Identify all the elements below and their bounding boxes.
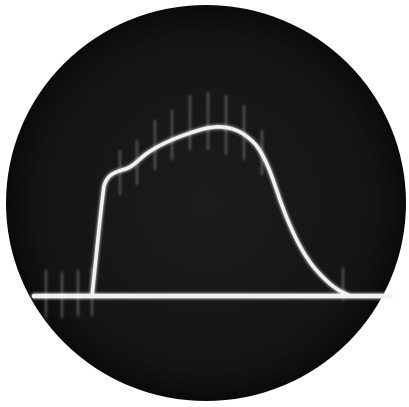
page <box>0 0 409 407</box>
oscilloscope-photo <box>0 0 409 407</box>
crt-screen <box>6 5 406 401</box>
